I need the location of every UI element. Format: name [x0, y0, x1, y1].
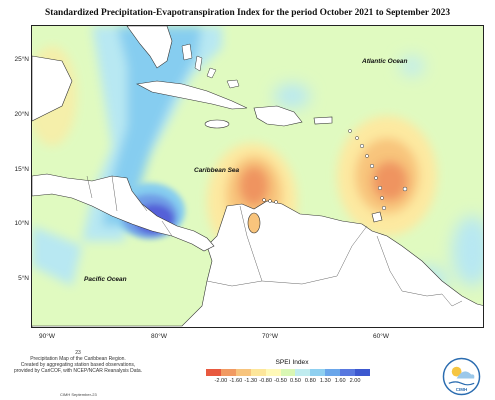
latitude-label: 5°N — [18, 275, 29, 282]
logo-text: CIMH — [456, 387, 467, 392]
longitude-label: 80°W — [151, 333, 167, 340]
legend-swatch — [265, 369, 281, 376]
dry-anomaly-lesser-antilles — [337, 116, 437, 236]
note-line: provided by CariCOF, with NCEP/NCAR Rean… — [13, 368, 143, 374]
pacific-ocean-label: Pacific Ocean — [84, 276, 127, 283]
legend-swatch — [355, 369, 370, 376]
atlantic-ocean-label: Atlantic Ocean — [361, 58, 408, 65]
legend-tick-label: 1.60 — [334, 378, 346, 384]
cimh-logo: CIMH — [442, 357, 481, 396]
legend-tick-label: -0.50 — [274, 378, 287, 384]
version-label: CIMH September-23 — [60, 392, 97, 397]
jamaica — [204, 119, 230, 129]
legend-swatch — [325, 369, 341, 376]
legend-swatch — [206, 369, 221, 376]
legend-tick-label: 2.00 — [349, 378, 361, 384]
legend-tick-label: 0.50 — [290, 378, 301, 384]
legend-tick-label: -1.30 — [244, 378, 258, 384]
legend-title: SPEI Index — [275, 359, 309, 366]
florida — [126, 26, 173, 69]
legend-tick-label: -1.60 — [229, 378, 243, 384]
longitude-label: 70°W — [262, 333, 278, 340]
latitude-label: 10°N — [14, 220, 29, 227]
legend-colorbar — [206, 369, 370, 376]
legend-swatch — [220, 369, 236, 376]
note-line: Precipitation Map of the Caribbean Regio… — [30, 356, 126, 362]
trinidad — [371, 211, 383, 223]
hispaniola — [253, 105, 303, 127]
bahamas — [181, 43, 240, 89]
puerto-rico — [313, 116, 333, 125]
country-borders — [86, 175, 463, 307]
legend-swatch — [280, 369, 296, 376]
legend-swatch — [235, 369, 251, 376]
longitude-label: 90°W — [39, 333, 55, 340]
spei-map[interactable]: Atlantic Ocean Caribbean Sea Pacific Oce… — [31, 25, 484, 328]
note-line: Created by aggregating station based obs… — [20, 362, 136, 368]
legend-swatch — [340, 369, 356, 376]
legend-tick-label: 1.30 — [319, 378, 331, 384]
longitude-label: 60°W — [373, 333, 389, 340]
lesser-antilles — [348, 129, 408, 211]
latitude-label: 15°N — [14, 166, 29, 173]
land-mass — [32, 55, 483, 327]
legend-ticks: -2.00 -1.60 -1.30 -0.80 -0.50 0.50 0.80 1.30 1.6… — [206, 378, 370, 386]
legend-swatch — [310, 369, 326, 376]
lake-maracaibo — [247, 212, 261, 234]
caribbean-sea-label: Caribbean Sea — [194, 167, 240, 174]
latitude-label: 25°N — [14, 56, 29, 63]
spei-legend: SPEI Index -2.00 -1.60 -1.30 -0.80 -0.50 0.50… — [198, 359, 378, 386]
legend-tick-label: -2.00 — [214, 378, 228, 384]
legend-swatch — [295, 369, 311, 376]
page-number: 23 — [75, 350, 81, 356]
map-title: Standardized Precipitation-Evapotranspir… — [44, 8, 451, 18]
cuba — [136, 80, 248, 110]
legend-tick-label: 0.80 — [304, 378, 316, 384]
source-note: 23 Precipitation Map of the Caribbean Re… — [8, 350, 148, 374]
legend-swatch — [250, 369, 266, 376]
latitude-label: 20°N — [14, 111, 29, 118]
legend-tick-label: -0.80 — [259, 378, 272, 384]
